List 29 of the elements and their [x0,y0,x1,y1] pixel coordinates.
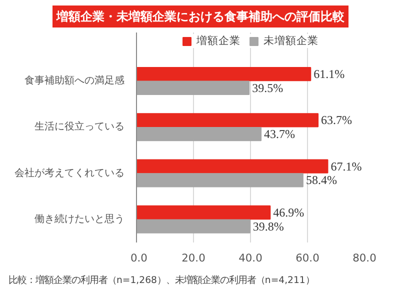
bar [136,159,328,174]
bar [136,66,312,82]
data-label: 39.5% [252,80,284,95]
bar [136,205,271,220]
bar [136,126,262,142]
x-tick-label: 60.0 [296,252,320,264]
data-label: 39.8% [252,219,284,234]
bar [136,113,319,128]
data-label: 67.1% [330,159,362,174]
x-tick-label: 40.0 [238,252,263,264]
legend-label: 増額企業 [196,34,240,48]
x-tick-label: 0.0 [130,252,148,264]
data-label: 46.9% [273,206,304,220]
text: 比較：増額企業の利用者（n=1,268）、未増額企業の利用者（n=4,211） [8,275,314,286]
y-tick-label: 生活に役立っている [34,120,124,133]
legend-label: 未増額企業 [264,34,318,48]
chart-title: 増額企業・未増額企業における食事補助への評価比較 [56,10,346,24]
data-label: 58.4% [306,173,337,188]
data-label: 61.1% [314,67,345,82]
data-label: 43.7% [264,127,296,142]
bar [136,219,250,234]
bar [136,173,304,188]
bar [136,80,250,95]
x-tick-label: 80.0 [352,252,377,264]
data-label: 63.7% [321,113,352,128]
y-tick-label: 会社が考えてくれている [14,166,124,179]
y-tick-label: 食事補助額への満足感 [24,74,124,86]
x-tick-label: 20.0 [182,252,206,264]
y-tick-label: 働き続けたいと思う [34,212,124,225]
